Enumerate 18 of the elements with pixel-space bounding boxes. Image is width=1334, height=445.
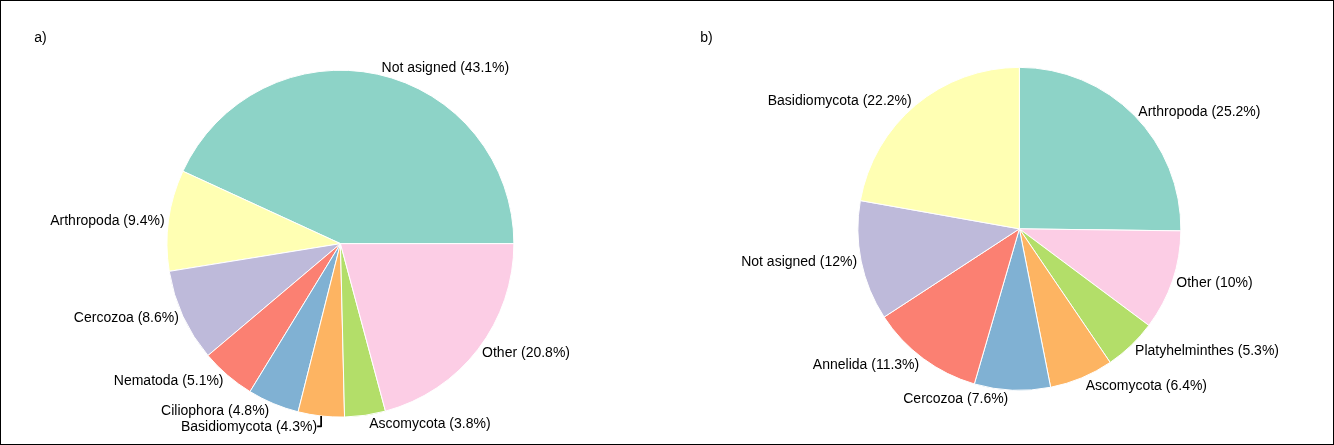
slice-label: Ascomycota (3.8%) <box>369 415 491 432</box>
slice-label: Basidiomycota (22.2%) <box>767 92 912 109</box>
slice-label: Basidiomycota (4.3%) <box>180 418 318 435</box>
slice-label: Not asigned (12%) <box>741 253 858 270</box>
slice-label: Ciliophora (4.8%) <box>161 402 270 419</box>
slice-label: Platyhelminthes (5.3%) <box>1135 341 1279 358</box>
slice-label: Arthropoda (25.2%) <box>1138 103 1261 120</box>
slice-label: Not asigned (43.1%) <box>381 58 510 75</box>
slice-label: Annelida (11.3%) <box>812 355 920 372</box>
slice-label: Arthropoda (9.4%) <box>50 212 165 229</box>
slice-label: Cercozoa (8.6%) <box>73 309 179 326</box>
slice-label: Ascomycota (6.4%) <box>1085 376 1208 393</box>
chart-title: b) <box>700 28 713 45</box>
slice-label: Other (10%) <box>1176 273 1253 290</box>
slice-label: Other (20.8%) <box>482 344 571 361</box>
slice-label: Cercozoa (7.6%) <box>903 390 1009 407</box>
chart-title: a) <box>34 28 47 45</box>
slice-label: Nematoda (5.1%) <box>113 371 224 388</box>
